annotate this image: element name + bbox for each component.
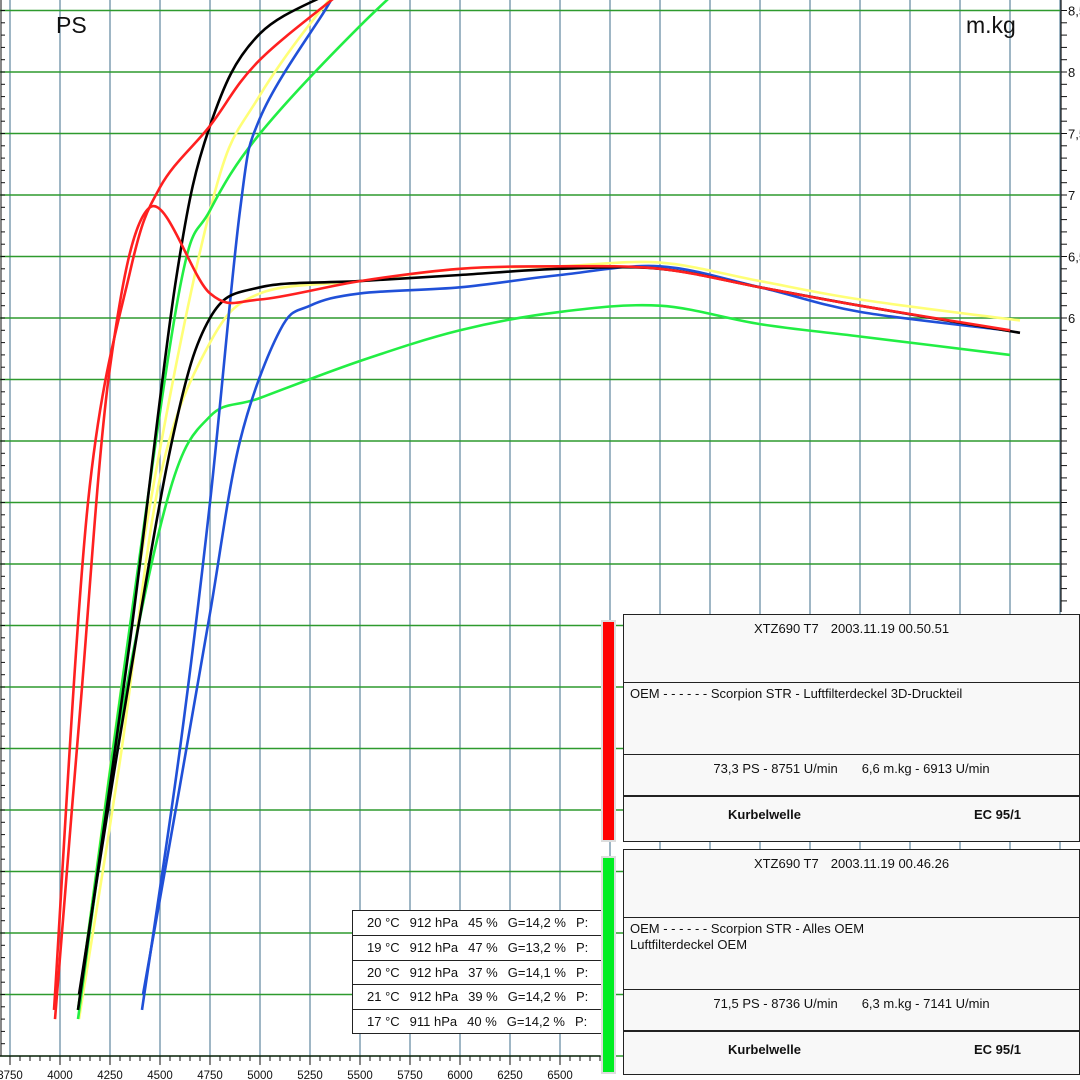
legend-run-1: XTZ690 T7 2003.11.19 00.50.51 OEM - - - -…	[623, 614, 1080, 842]
right-tick-label: 6	[1068, 311, 1075, 326]
x-tick-label: 6000	[447, 1070, 473, 1080]
legend-peak-values: 71,5 PS - 8736 U/min 6,3 m.kg - 7141 U/mi…	[624, 990, 1079, 1032]
left-axis-unit: PS	[56, 12, 87, 38]
right-tick-label: 7	[1068, 188, 1075, 203]
x-tick-label: 4000	[47, 1070, 73, 1080]
x-tick-label: 5250	[297, 1070, 323, 1080]
legend-color-swatch-red	[601, 620, 616, 842]
conditions-row: 17 °C 911 hPa 40 % G=14,2 % P:	[353, 1008, 603, 1033]
right-tick-label: 8	[1068, 65, 1075, 80]
x-tick-label: 6250	[497, 1070, 523, 1080]
x-tick-label: 4750	[197, 1070, 223, 1080]
conditions-table: 20 °C 912 hPa 45 % G=14,2 % P: 19 °C 912 hPa 4…	[352, 910, 604, 1034]
legend-title: XTZ690 T7 2003.11.19 00.46.26	[624, 850, 1079, 918]
conditions-row: 20 °C 912 hPa 45 % G=14,2 % P:	[367, 915, 589, 930]
x-tick-label: 5750	[397, 1070, 423, 1080]
legend-footer: Kurbelwelle EC 95/1	[728, 1042, 1021, 1057]
power-curve-0	[52, 0, 334, 1010]
right-tick-label: 8,5	[1068, 4, 1080, 19]
legend-footer: Kurbelwelle EC 95/1	[728, 807, 1021, 822]
power-curve-2	[76, 0, 319, 1011]
legend-description: OEM - - - - - - Scorpion STR - Luftfilte…	[624, 683, 1079, 755]
x-tick-label: 5500	[347, 1070, 373, 1080]
x-tick-label: 4250	[97, 1070, 123, 1080]
x-tick-label: 5000	[247, 1070, 273, 1080]
legend-description: OEM - - - - - - Scorpion STR - Alles OEM…	[624, 918, 1079, 990]
power-curve-1	[140, 0, 333, 1011]
conditions-row: 20 °C 912 hPa 37 % G=14,1 % P:	[353, 959, 603, 984]
legend-color-swatch-green	[601, 856, 616, 1074]
x-tick-label: 3750	[0, 1070, 23, 1080]
torque-curve-0	[53, 204, 1011, 1020]
right-axis-unit: m.kg	[966, 12, 1016, 38]
legend-run-2: XTZ690 T7 2003.11.19 00.46.26 OEM - - - -…	[623, 849, 1080, 1075]
legend-peak-values: 73,3 PS - 8751 U/min 6,6 m.kg - 6913 U/mi…	[624, 755, 1079, 797]
x-tick-label: 6500	[547, 1070, 573, 1080]
legend-title: XTZ690 T7 2003.11.19 00.50.51	[624, 615, 1079, 683]
x-tick-label: 4500	[147, 1070, 173, 1080]
right-tick-label: 7,5	[1068, 127, 1080, 142]
right-tick-label: 6,5	[1068, 250, 1080, 265]
conditions-row: 19 °C 912 hPa 47 % G=13,2 % P:	[353, 935, 603, 959]
conditions-row: 21 °C 912 hPa 39 % G=14,2 % P:	[353, 984, 603, 1008]
